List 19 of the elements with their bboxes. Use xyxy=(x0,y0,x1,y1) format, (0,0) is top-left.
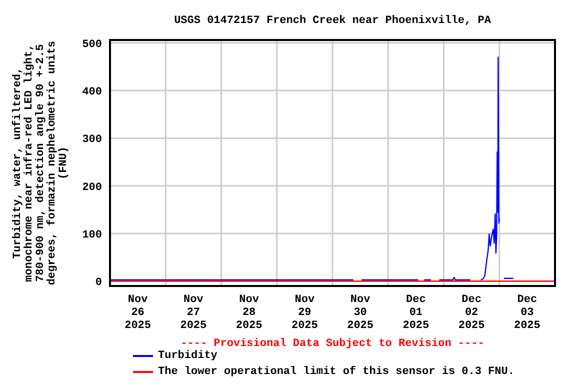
x-tick-label: Dec 02 2025 xyxy=(458,294,486,332)
x-tick-label: Dec 01 2025 xyxy=(402,294,430,332)
y-tick-label: 100 xyxy=(82,229,102,242)
y-tick-label: 200 xyxy=(82,182,102,194)
x-tick-label: Nov 27 2025 xyxy=(180,294,208,332)
y-tick-label: 300 xyxy=(82,134,102,146)
legend-label: Turbidity xyxy=(158,349,218,364)
x-tick-label: Dec 03 2025 xyxy=(514,294,541,332)
x-tick-label: Nov 30 2025 xyxy=(347,294,374,332)
chart-title: USGS 01472157 French Creek near Phoenixville, PA xyxy=(174,15,492,27)
y-tick-label: 400 xyxy=(82,86,102,98)
legend-label: The lower operational limit of this sensor is 0.3 FNU. xyxy=(158,364,514,380)
text: ---- Provisional Data Subject to Revision ---- xyxy=(180,338,484,350)
y-tick-label: 0 xyxy=(95,277,102,290)
x-tick-label: Nov 26 2025 xyxy=(124,294,152,332)
y-axis-title: Turbidity, water, unfiltered, monochrome near infra-red LED light, 780-900 nm, detection angle 90 +-2.5 degrees, formazin nephelometric units (FNU) xyxy=(11,40,70,286)
x-tick-label: Nov 29 2025 xyxy=(291,294,318,332)
x-tick-label: Nov 28 2025 xyxy=(236,294,263,332)
y-tick-label: 500 xyxy=(82,38,102,51)
